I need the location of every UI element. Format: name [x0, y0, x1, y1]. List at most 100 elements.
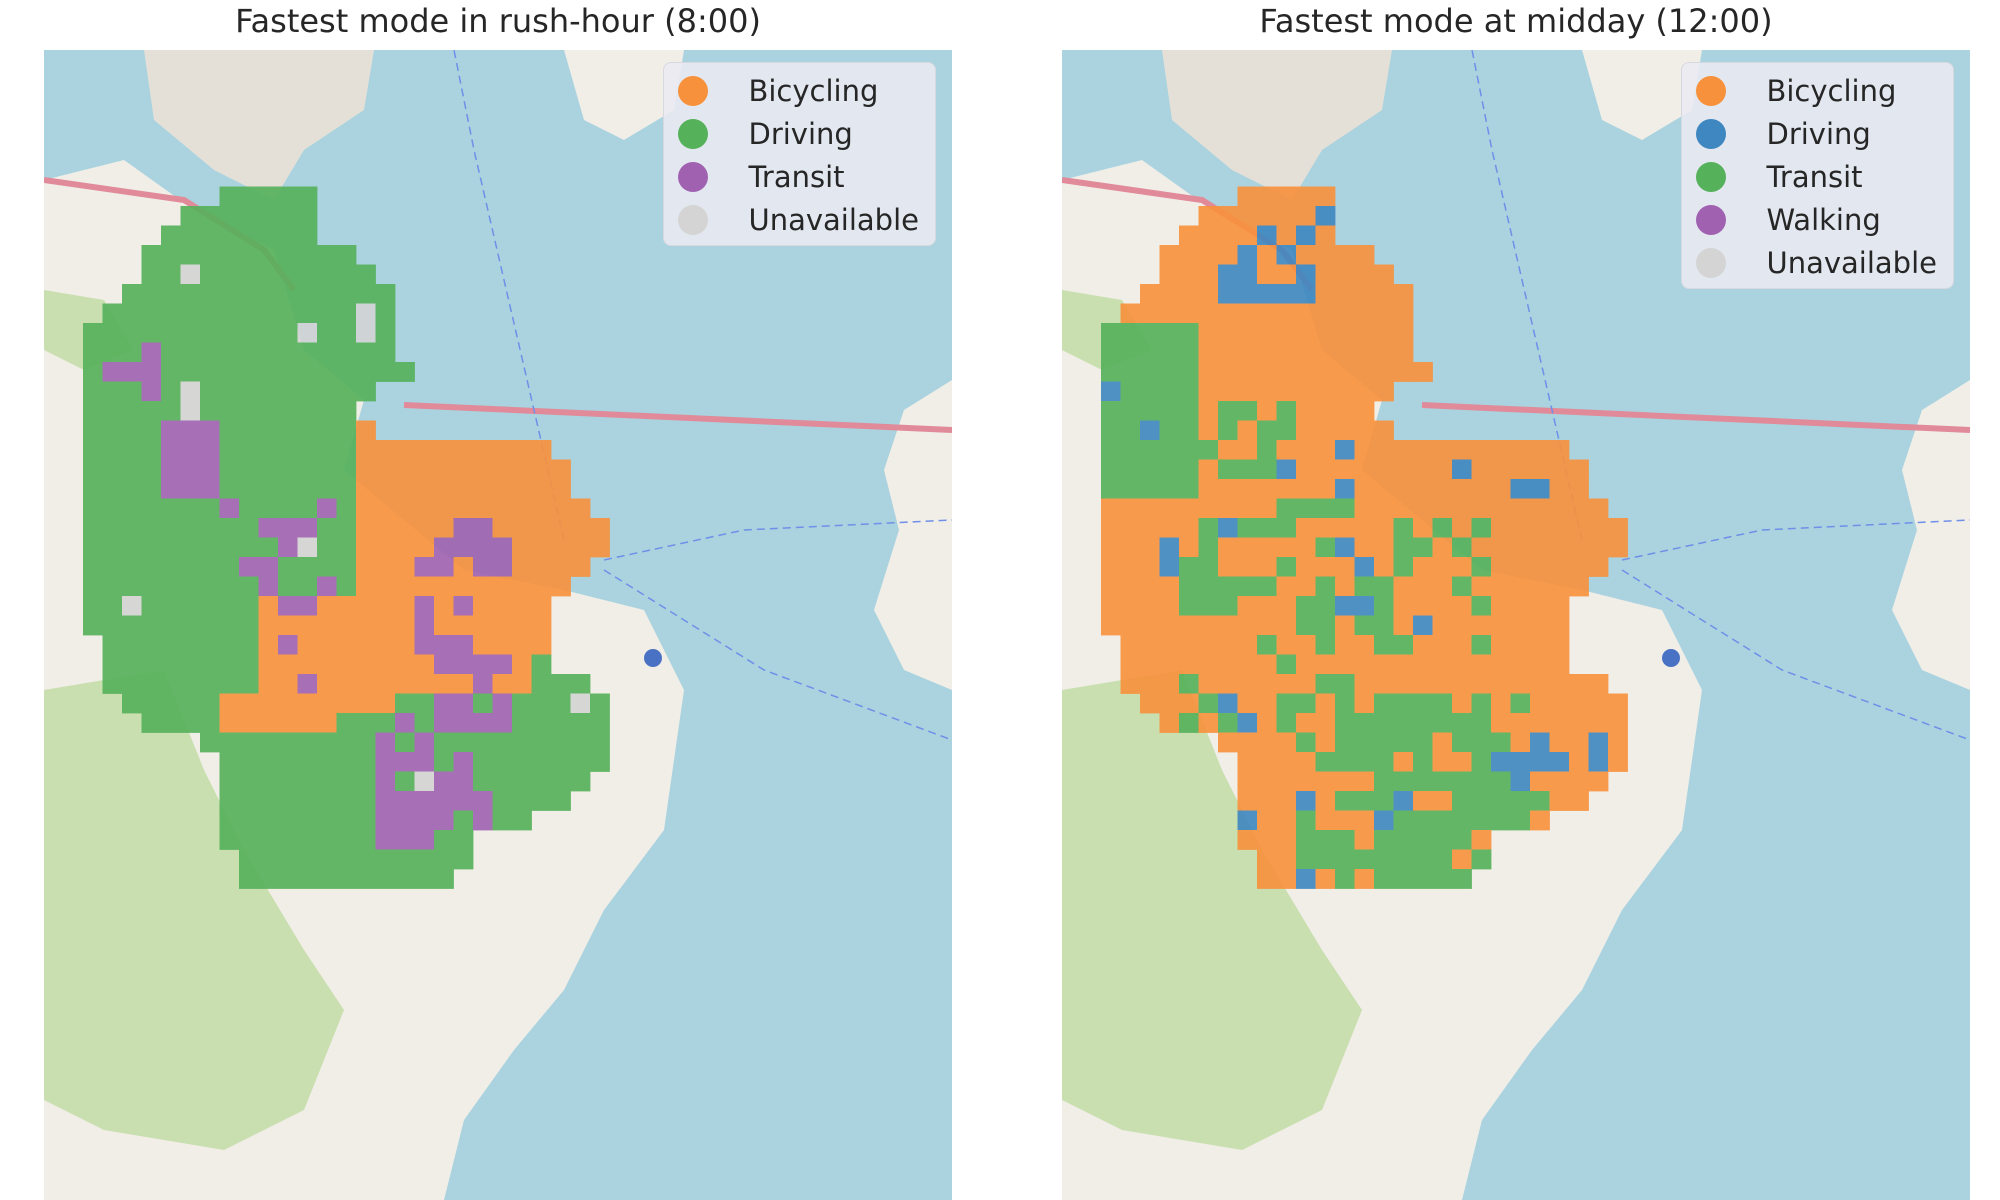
- grid-cell: [83, 537, 103, 558]
- grid-cell: [200, 713, 220, 733]
- grid-cell: [1374, 362, 1394, 382]
- grid-cell: [297, 869, 318, 889]
- grid-cell: [1432, 693, 1453, 714]
- grid-cell: [219, 245, 240, 265]
- ferry-route: [1621, 569, 1970, 741]
- bridge-road: [403, 402, 952, 433]
- grid-cell: [492, 557, 513, 577]
- grid-cell: [317, 576, 337, 597]
- grid-cell: [1315, 557, 1336, 577]
- grid-cell: [1237, 752, 1258, 772]
- grid-cell: [375, 362, 396, 382]
- grid-cell: [1159, 479, 1180, 499]
- grid-cell: [1432, 713, 1453, 733]
- grid-cell: [1257, 498, 1277, 519]
- grid-cell: [1101, 498, 1121, 519]
- grid-cell: [1354, 284, 1375, 304]
- grid-cell: [1432, 596, 1453, 616]
- grid-cell: [1452, 752, 1472, 772]
- grid-cell: [1179, 498, 1199, 519]
- grid-cell: [1296, 225, 1316, 246]
- grid-cell: [161, 557, 181, 577]
- grid-cell: [297, 323, 318, 343]
- grid-cell: [239, 830, 259, 850]
- grid-cell: [356, 674, 376, 694]
- grid-cell: [102, 576, 123, 597]
- grid-cell: [356, 576, 376, 597]
- grid-cell: [1432, 830, 1453, 850]
- grid-cell: [590, 752, 610, 772]
- grid-cell: [512, 557, 532, 577]
- grid-cell: [1588, 537, 1609, 558]
- legend-marker: [1696, 118, 1727, 149]
- grid-cell: [1432, 557, 1453, 577]
- legend-label: Bicycling: [748, 73, 879, 108]
- grid-cell: [414, 615, 435, 636]
- grid-cell: [356, 830, 376, 850]
- grid-cell: [1237, 791, 1258, 811]
- grid-cell: [1510, 440, 1531, 460]
- grid-cell: [1237, 713, 1258, 733]
- grid-cell: [317, 264, 337, 285]
- grid-cell: [434, 635, 454, 655]
- grid-cell: [1413, 869, 1433, 889]
- legend-item-bicycling: Bicycling: [1696, 69, 1937, 112]
- grid-cell: [414, 674, 435, 694]
- grid-cell: [1237, 225, 1258, 246]
- grid-cell: [1452, 869, 1472, 889]
- grid-cell: [239, 615, 259, 636]
- grid-cell: [1413, 459, 1433, 480]
- grid-cell: [1120, 557, 1141, 577]
- grid-cell: [336, 381, 357, 402]
- grid-cell: [1530, 615, 1550, 636]
- grid-cell: [1374, 849, 1394, 870]
- grid-cell: [1393, 869, 1414, 889]
- grid-cell: [1198, 615, 1219, 636]
- grid-cell: [1237, 674, 1258, 694]
- grid-cell: [1179, 401, 1199, 421]
- grid-cell: [1335, 303, 1355, 324]
- grid-cell: [1218, 342, 1238, 363]
- grid-cell: [356, 440, 376, 460]
- grid-cell: [297, 342, 318, 363]
- grid-cell: [1198, 479, 1219, 499]
- grid-cell: [1374, 830, 1394, 850]
- grid-cell: [258, 713, 279, 733]
- grid-cell: [1198, 381, 1219, 402]
- grid-cell: [1257, 518, 1277, 538]
- grid-cell: [590, 518, 610, 538]
- grid-cell: [1179, 615, 1199, 636]
- grid-cell: [1257, 654, 1277, 675]
- grid-cell: [1549, 713, 1570, 733]
- grid-cell: [1276, 303, 1297, 324]
- grid-cell: [297, 635, 318, 655]
- grid-cell: [473, 557, 493, 577]
- grid-cell: [1374, 537, 1394, 558]
- grid-cell: [180, 518, 201, 538]
- ferry-route: [1471, 50, 1583, 541]
- grid-cell: [590, 732, 610, 753]
- grid-cell: [161, 225, 181, 246]
- grid-cell: [1296, 323, 1316, 343]
- grid-cell: [1237, 635, 1258, 655]
- grid-cell: [278, 518, 298, 538]
- grid-cell: [1237, 537, 1258, 558]
- grid-cell: [453, 518, 474, 538]
- grid-cell: [1159, 342, 1180, 363]
- grid-cell: [492, 498, 513, 519]
- grid-cell: [1315, 576, 1336, 597]
- grid-cell: [200, 576, 220, 597]
- origin-point: [1662, 649, 1680, 667]
- grid-cell: [1179, 654, 1199, 675]
- grid-cell: [375, 323, 396, 343]
- grid-cell: [122, 576, 142, 597]
- grid-cell: [1276, 264, 1297, 285]
- grid-cell: [1276, 342, 1297, 363]
- grid-cell: [1179, 225, 1199, 246]
- grid-cell: [531, 576, 552, 597]
- grid-cell: [1471, 732, 1492, 753]
- grid-cell: [1179, 537, 1199, 558]
- grid-cell: [1432, 440, 1453, 460]
- grid-cell: [1101, 362, 1121, 382]
- grid-cell: [1393, 459, 1414, 480]
